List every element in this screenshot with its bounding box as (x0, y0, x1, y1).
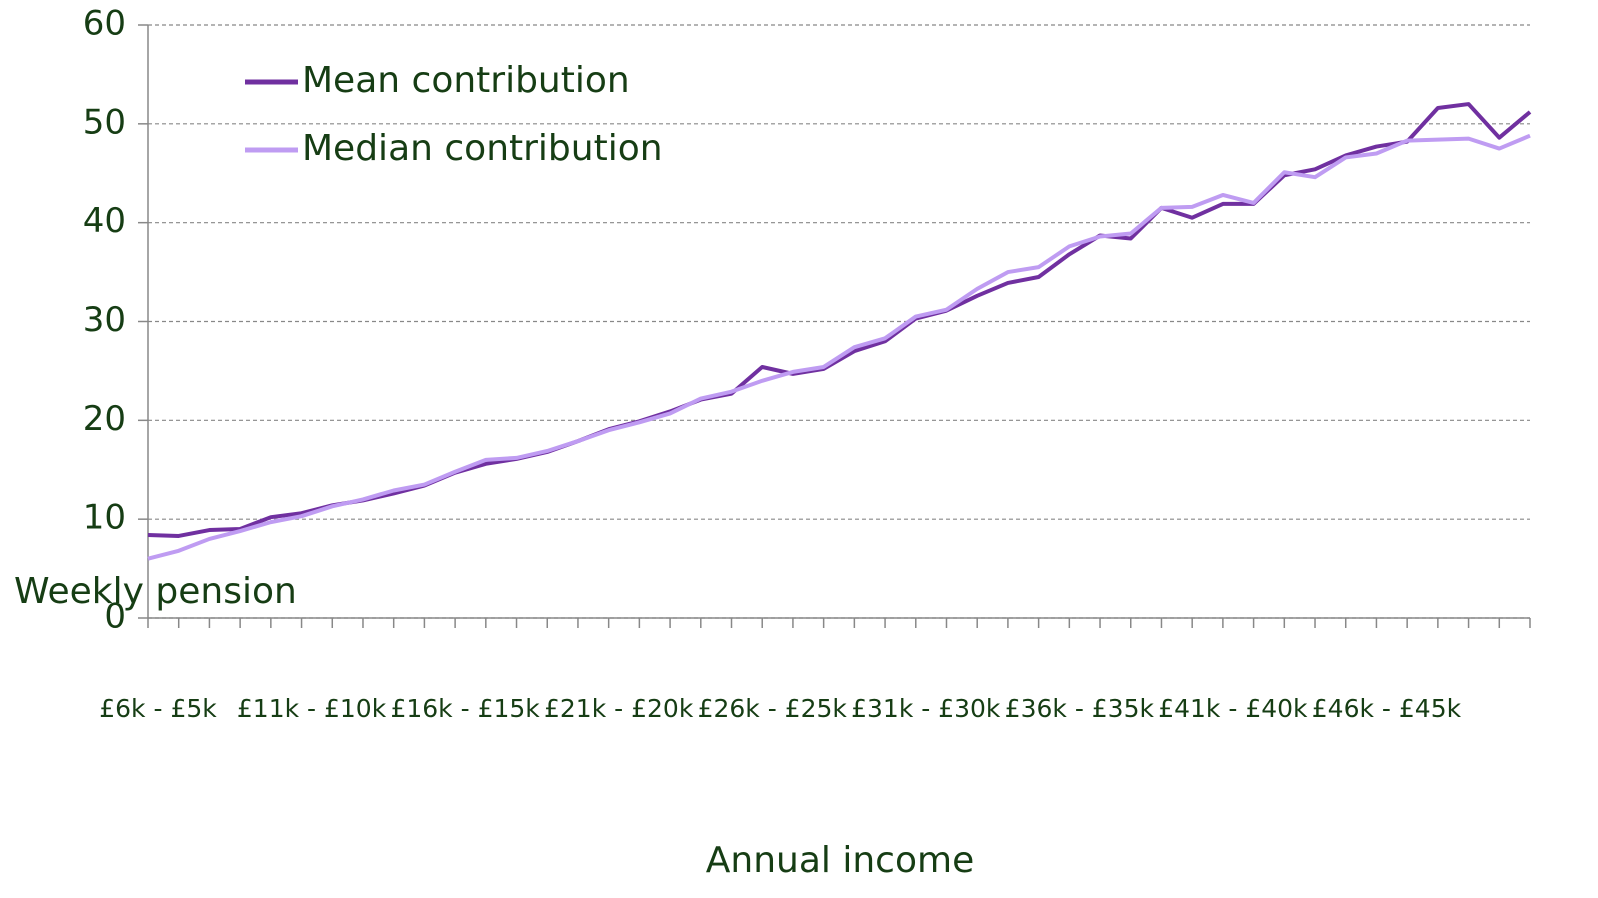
y-tick-label: 60 (83, 4, 126, 44)
x-tick-label: £36k - £35k (1005, 694, 1155, 723)
y-tick-label: 0 (104, 597, 126, 637)
y-tick-label: 10 (83, 498, 126, 538)
x-tick-label: £16k - £15k (390, 694, 540, 723)
data-line (147, 133, 1531, 561)
y-tick-label: 50 (83, 102, 126, 142)
y-axis-label: Weekly pension (14, 571, 297, 612)
legend-label: Median contribution (302, 128, 663, 169)
y-tick-label: 20 (83, 399, 126, 439)
x-tick-label: £6k - £5k (99, 694, 217, 723)
x-axis-label: Annual income (706, 840, 974, 881)
y-tick-label: 30 (83, 300, 126, 340)
x-tick-label: £46k - £45k (1312, 694, 1462, 723)
legend-label: Mean contribution (302, 60, 630, 101)
x-tick-label: £26k - £25k (698, 694, 848, 723)
x-tick-label: £31k - £30k (851, 694, 1001, 723)
x-tick-label: £11k - £10k (237, 694, 387, 723)
y-tick-label: 40 (83, 201, 126, 241)
x-tick-label: £41k - £40k (1158, 694, 1308, 723)
x-tick-label: £21k - £20k (544, 694, 694, 723)
